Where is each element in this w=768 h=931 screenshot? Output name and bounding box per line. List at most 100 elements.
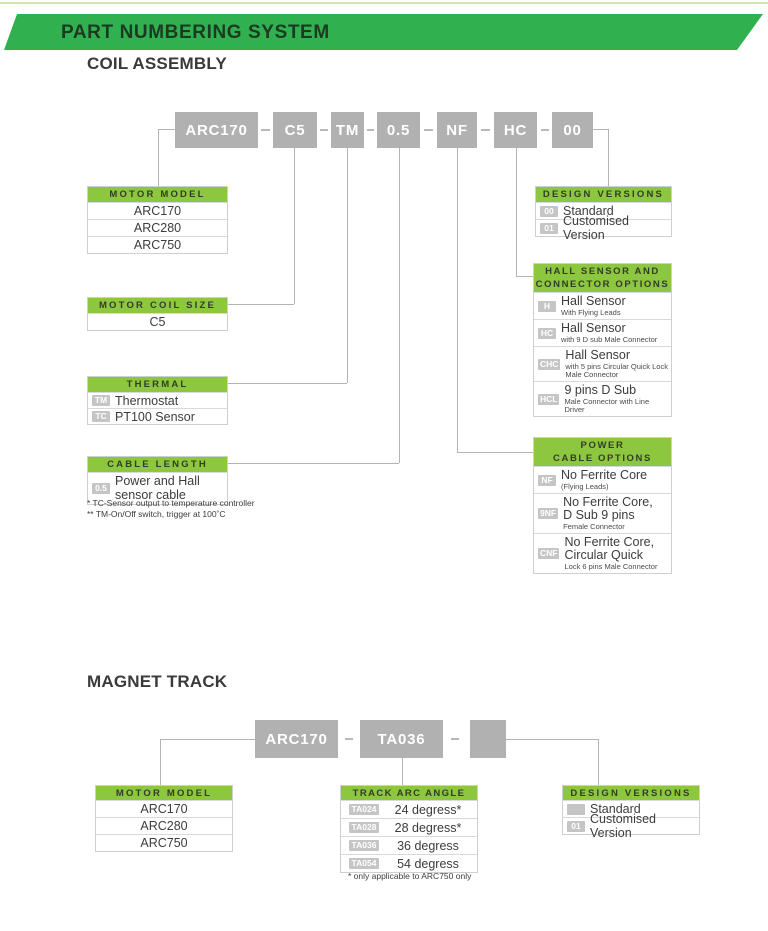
motor-coil-size-box: MOTOR COIL SIZE C5 bbox=[87, 297, 228, 331]
option-code-badge: TA028 bbox=[349, 822, 379, 833]
dash-separator bbox=[320, 129, 328, 131]
track-motor-model-box: MOTOR MODEL ARC170 ARC280 ARC750 bbox=[95, 785, 233, 852]
dash-separator bbox=[481, 129, 490, 131]
option-code-badge: 01 bbox=[540, 222, 558, 234]
footnote: * TC-Sensor output to temperature contro… bbox=[87, 498, 255, 508]
box-header: TRACK ARC ANGLE bbox=[341, 786, 477, 800]
option-code-badge: 9NF bbox=[538, 508, 559, 519]
option-code-badge: CHC bbox=[538, 358, 561, 370]
option-label: Hall Sensor bbox=[565, 348, 631, 362]
dash-separator bbox=[345, 738, 353, 740]
option-detail: Lock 6 pins Male Connector bbox=[564, 562, 658, 571]
connector-line bbox=[506, 739, 598, 740]
option-detail: with 5 pins Circular Quick Lock Male Con… bbox=[565, 362, 668, 379]
track-arc-angle-box: TRACK ARC ANGLE TA024 24 degress* TA028 … bbox=[340, 785, 478, 873]
connector-line bbox=[402, 758, 403, 785]
part-segment-thermal: TM bbox=[331, 112, 364, 148]
connector-line bbox=[457, 148, 458, 452]
option-code-badge: TM bbox=[92, 395, 110, 406]
part-segment-coil-size: C5 bbox=[273, 112, 317, 148]
option-detail: With Flying Leads bbox=[561, 308, 621, 317]
box-header: HALL SENSOR AND CONNECTOR OPTIONS bbox=[534, 264, 671, 292]
option-row: TA036 36 degress bbox=[341, 836, 477, 854]
option-row: HCL 9 pins D Sub Male Connector with Lin… bbox=[534, 381, 671, 416]
option-detail: with 9 D sub Male Connector bbox=[561, 335, 658, 344]
option-code-badge bbox=[567, 803, 585, 815]
dash-separator bbox=[424, 129, 433, 131]
connector-line bbox=[227, 304, 294, 305]
top-accent-line bbox=[0, 2, 768, 4]
dash-separator bbox=[451, 738, 459, 740]
box-header: DESIGN VERSIONS bbox=[536, 187, 671, 202]
box-header: MOTOR MODEL bbox=[96, 786, 232, 800]
option-row: HC Hall Sensor with 9 D sub Male Connect… bbox=[534, 319, 671, 346]
page-title: PART NUMBERING SYSTEM bbox=[61, 22, 330, 43]
option-row: 9NF No Ferrite Core, D Sub 9 pins Female… bbox=[534, 493, 671, 533]
option-row: NF No Ferrite Core (Flying Leads) bbox=[534, 466, 671, 493]
option-label: 24 degress* bbox=[394, 802, 462, 817]
option-label: Hall Sensor bbox=[561, 294, 626, 308]
footnote: * only applicable to ARC750 only bbox=[348, 871, 472, 881]
option-label: 36 degress bbox=[397, 838, 459, 853]
option-label: 54 degress bbox=[397, 856, 459, 871]
design-versions-box: DESIGN VERSIONS 00 Standard 01 Customise… bbox=[535, 186, 672, 242]
coil-assembly-title: COIL ASSEMBLY bbox=[87, 54, 227, 73]
option-row: TM Thermostat bbox=[88, 392, 227, 408]
connector-line bbox=[457, 452, 533, 453]
option-code-badge: CNF bbox=[538, 548, 560, 559]
part-segment-track-arc-angle: TA036 bbox=[360, 720, 443, 758]
option-detail: (Flying Leads) bbox=[561, 482, 609, 491]
box-header: CABLE LENGTH bbox=[88, 457, 227, 472]
option-detail: Female Connector bbox=[563, 522, 625, 531]
option-row: TA054 54 degress bbox=[341, 854, 477, 872]
option-row: CHC Hall Sensor with 5 pins Circular Qui… bbox=[534, 346, 671, 381]
connector-line bbox=[593, 129, 608, 130]
option-label: 28 degress* bbox=[394, 820, 462, 835]
option-row: TC PT100 Sensor bbox=[88, 408, 227, 424]
connector-line bbox=[516, 148, 517, 276]
option-label: Customised Version bbox=[590, 812, 656, 840]
option-row: ARC170 bbox=[88, 202, 227, 219]
option-row: 01 Customised Version bbox=[563, 812, 699, 840]
part-segment-design-version: 00 bbox=[552, 112, 593, 148]
track-design-versions-box: DESIGN VERSIONS Standard 01 Customised V… bbox=[562, 785, 700, 840]
part-segment-track-motor-model: ARC170 bbox=[255, 720, 338, 758]
option-label: Hall Sensor bbox=[561, 321, 626, 335]
box-header: THERMAL bbox=[88, 377, 227, 392]
dash-separator bbox=[367, 129, 374, 131]
connector-line bbox=[160, 739, 161, 785]
option-code-badge: 01 bbox=[567, 820, 585, 832]
option-code-badge: TA024 bbox=[349, 804, 379, 815]
connector-line bbox=[158, 129, 175, 130]
option-row: ARC750 bbox=[96, 834, 232, 851]
option-label: Standard bbox=[563, 204, 614, 218]
option-label: Thermostat bbox=[115, 393, 179, 408]
option-row: C5 bbox=[88, 313, 227, 330]
option-row: 00 Standard bbox=[536, 202, 671, 219]
option-label: 9 pins D Sub bbox=[564, 383, 637, 397]
box-header: MOTOR COIL SIZE bbox=[88, 298, 227, 313]
motor-model-box: MOTOR MODEL ARC170 ARC280 ARC750 bbox=[87, 186, 228, 254]
thermal-box: THERMAL TM Thermostat TC PT100 Sensor bbox=[87, 376, 228, 425]
dash-separator bbox=[541, 129, 549, 131]
connector-line bbox=[516, 276, 533, 277]
connector-line bbox=[227, 463, 399, 464]
option-code-badge: TA054 bbox=[349, 858, 379, 869]
option-row: Standard bbox=[563, 800, 699, 817]
part-segment-hall-connector: HC bbox=[494, 112, 537, 148]
option-code-badge: TA036 bbox=[349, 840, 379, 851]
option-row: 01 Customised Version bbox=[536, 214, 671, 242]
box-header: POWER CABLE OPTIONS bbox=[534, 438, 671, 466]
page-banner bbox=[4, 14, 763, 50]
option-label: Standard bbox=[590, 802, 641, 816]
option-label: No Ferrite Core, D Sub 9 pins bbox=[563, 495, 653, 522]
dash-separator bbox=[261, 129, 270, 131]
connector-line bbox=[227, 383, 347, 384]
option-row: ARC280 bbox=[96, 817, 232, 834]
box-header: DESIGN VERSIONS bbox=[563, 786, 699, 800]
option-label: No Ferrite Core, Circular Quick bbox=[564, 535, 655, 562]
option-row: ARC170 bbox=[96, 800, 232, 817]
option-row: CNF No Ferrite Core, Circular Quick Lock… bbox=[534, 533, 671, 573]
connector-line bbox=[608, 129, 609, 187]
